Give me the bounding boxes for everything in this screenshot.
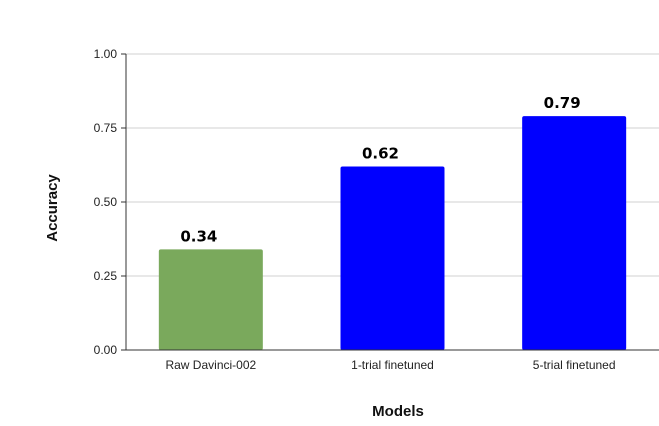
y-tick-label: 0.25 (94, 269, 118, 283)
axes (121, 53, 659, 351)
bar-value-label: 0.79 (544, 94, 581, 112)
bar-value-label: 0.34 (180, 227, 217, 245)
bar (522, 116, 627, 350)
x-axis-title: Models (372, 403, 424, 420)
x-category-label: 1-trial finetuned (351, 358, 434, 372)
bar (340, 166, 445, 350)
x-category-label: 5-trial finetuned (533, 358, 616, 372)
y-tick-label: 0.50 (94, 195, 118, 209)
y-tick-label: 0.75 (94, 121, 118, 135)
x-category-labels: Raw Davinci-002 1-trial finetuned 5-trial … (165, 358, 615, 372)
bar (158, 249, 263, 350)
x-category-label: Raw Davinci-002 (165, 358, 256, 372)
y-tick-label: 0.00 (94, 343, 118, 357)
data-labels: 0.34 0.62 0.79 (180, 94, 580, 245)
y-tick-labels: 0.00 0.25 0.50 0.75 1.00 (94, 47, 118, 357)
y-tick-label: 1.00 (94, 47, 118, 61)
y-axis-title: Accuracy (44, 174, 61, 242)
bars (158, 116, 627, 350)
bar-value-label: 0.62 (362, 144, 399, 162)
